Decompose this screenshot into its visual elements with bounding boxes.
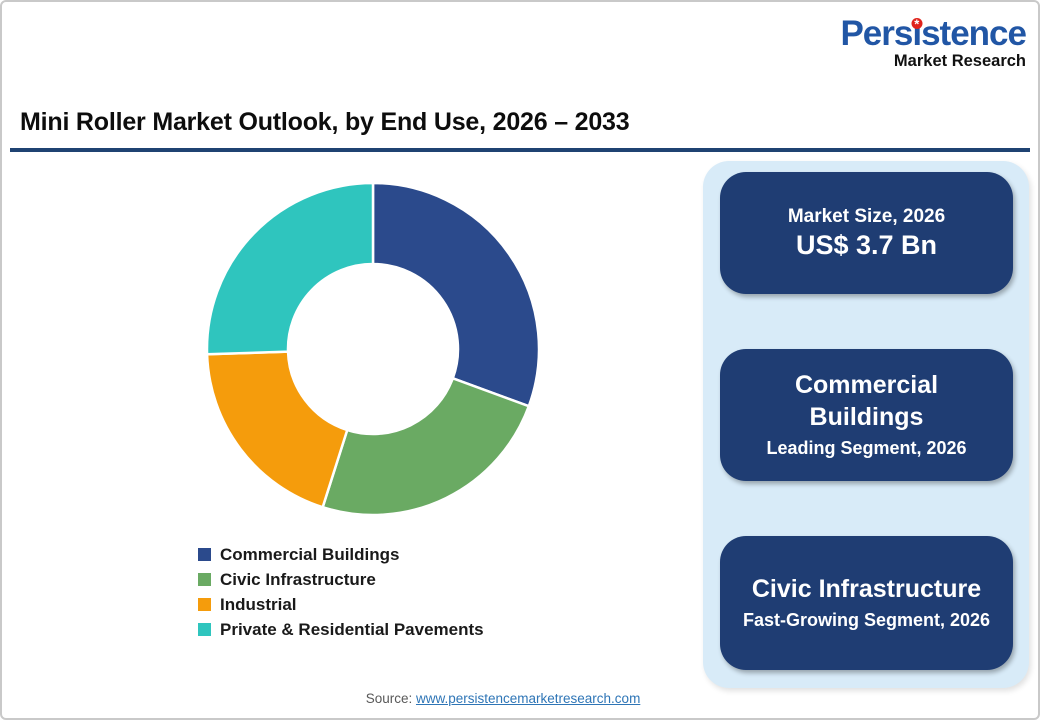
info-panel: Market Size, 2026 US$ 3.7 Bn Commercial … [703,161,1029,688]
legend-swatch-icon [198,548,211,561]
donut-segment-1 [321,377,531,517]
legend-item-industrial: Industrial [198,592,484,617]
legend-item-civic-infrastructure: Civic Infrastructure [198,567,484,592]
leading-segment-card-title: Commercial Buildings [794,370,939,432]
logo-subtitle: Market Research [893,52,1026,70]
logo-word-part-1: Pers [840,14,913,53]
market-size-card: Market Size, 2026 US$ 3.7 Bn [720,172,1013,294]
legend-label: Private & Residential Pavements [220,619,484,639]
donut-chart [203,179,543,519]
leading-segment-card-subtitle: Leading Segment, 2026 [766,437,967,458]
market-size-card-value: US$ 3.7 Bn [795,229,938,260]
source-line: Source: www.persistencemarketresearch.co… [2,691,1004,706]
donut-segment-0 [371,181,541,408]
market-size-card-title: Market Size, 2026 [787,206,946,228]
legend-swatch-icon [198,573,211,586]
logo-letter-i: ı [911,16,923,51]
legend-label: Civic Infrastructure [220,569,376,589]
brand-logo: Persıstence Market Research [840,14,1027,70]
donut-segment-3 [205,181,375,356]
legend-label: Commercial Buildings [220,544,400,564]
legend-item-private-residential-pavements: Private & Residential Pavements [198,617,484,642]
source-label: Source: [365,691,413,706]
legend-swatch-icon [198,623,211,636]
source-link[interactable]: www.persistencemarketresearch.com [415,691,641,706]
logo-wordmark: Persıstence [840,14,1027,53]
title-underline [10,148,1030,152]
fast-growing-segment-card-title: Civic Infrastructure [751,575,982,604]
legend-swatch-icon [198,598,211,611]
legend-item-commercial-buildings: Commercial Buildings [198,542,484,567]
logo-red-dot-icon [911,18,923,29]
legend-label: Industrial [220,594,297,614]
chart-legend: Commercial Buildings Civic Infrastructur… [198,542,484,642]
donut-chart-svg [205,181,541,517]
fast-growing-segment-card: Civic Infrastructure Fast-Growing Segmen… [720,536,1013,670]
page-title: Mini Roller Market Outlook, by End Use, … [20,108,630,136]
leading-segment-card: Commercial Buildings Leading Segment, 20… [720,349,1013,481]
donut-segment-2 [205,350,349,509]
logo-word-part-2: stence [921,14,1027,53]
fast-growing-segment-card-subtitle: Fast-Growing Segment, 2026 [742,609,991,630]
